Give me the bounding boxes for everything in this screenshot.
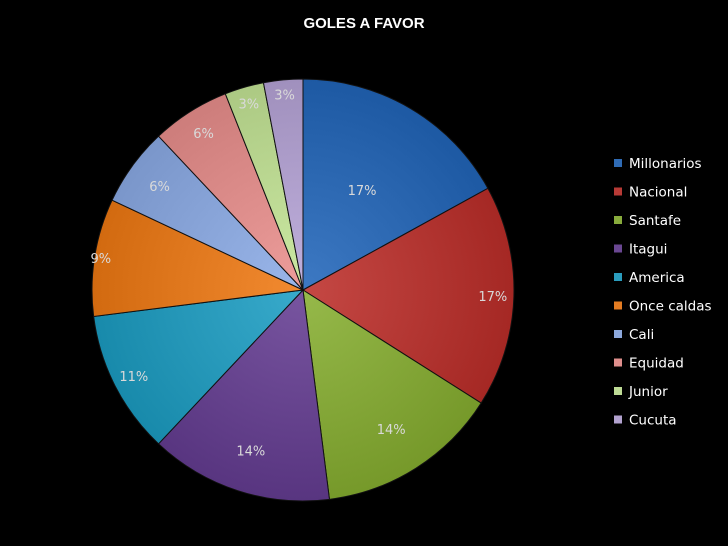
legend-swatch-equidad bbox=[614, 358, 622, 367]
pie-label-once-caldas: 9% bbox=[90, 252, 111, 267]
legend-swatch-junior bbox=[614, 387, 622, 395]
pie-slice-santafe bbox=[302, 289, 482, 500]
legend-label-america: America bbox=[629, 270, 685, 286]
pie-percent-labels: 17% 17% 14% 14% 11% 9% 6% 6% 3% 3% bbox=[90, 89, 507, 460]
legend-label-nacional: Nacional bbox=[629, 185, 687, 201]
legend-swatch-america bbox=[614, 273, 622, 281]
pie-label-america: 11% bbox=[119, 370, 148, 385]
legend-label-equidad: Equidad bbox=[629, 356, 684, 372]
pie-slice-once-caldas bbox=[91, 199, 305, 318]
pie-label-nacional: 17% bbox=[478, 290, 507, 305]
pie-label-equidad: 6% bbox=[193, 127, 214, 142]
pie-label-cali: 6% bbox=[149, 180, 170, 195]
pie-slice-cucuta bbox=[262, 78, 304, 291]
legend-label-cali: Cali bbox=[629, 327, 654, 343]
legend-label-santafe: Santafe bbox=[629, 213, 681, 229]
pie-label-junior: 3% bbox=[238, 98, 259, 113]
legend: Millonarios Nacional Santafe Itagui America O… bbox=[614, 156, 712, 429]
pie-slice-itagui bbox=[157, 288, 331, 502]
legend-swatch-itagui bbox=[614, 244, 622, 253]
pie-slices bbox=[91, 78, 515, 502]
legend-swatch-millonarios bbox=[614, 159, 622, 167]
pie-label-millonarios: 17% bbox=[348, 184, 377, 199]
legend-swatch-once-caldas bbox=[614, 301, 622, 310]
legend-swatch-cali bbox=[614, 330, 622, 338]
legend-swatch-santafe bbox=[614, 216, 622, 224]
legend-label-once-caldas: Once caldas bbox=[629, 299, 712, 315]
pie-slice-america bbox=[93, 289, 305, 445]
pie-label-itagui: 14% bbox=[236, 445, 265, 460]
legend-swatch-nacional bbox=[614, 187, 622, 196]
legend-label-millonarios: Millonarios bbox=[629, 156, 702, 172]
pie-slice-millonarios bbox=[302, 78, 489, 291]
pie-slice-nacional bbox=[302, 187, 515, 404]
legend-swatch-cucuta bbox=[614, 415, 622, 424]
legend-label-junior: Junior bbox=[628, 384, 668, 400]
pie-label-cucuta: 3% bbox=[274, 89, 295, 104]
legend-label-cucuta: Cucuta bbox=[629, 413, 677, 429]
legend-label-itagui: Itagui bbox=[629, 242, 667, 258]
chart-title: GOLES A FAVOR bbox=[303, 15, 424, 32]
pie-label-santafe: 14% bbox=[377, 423, 406, 438]
